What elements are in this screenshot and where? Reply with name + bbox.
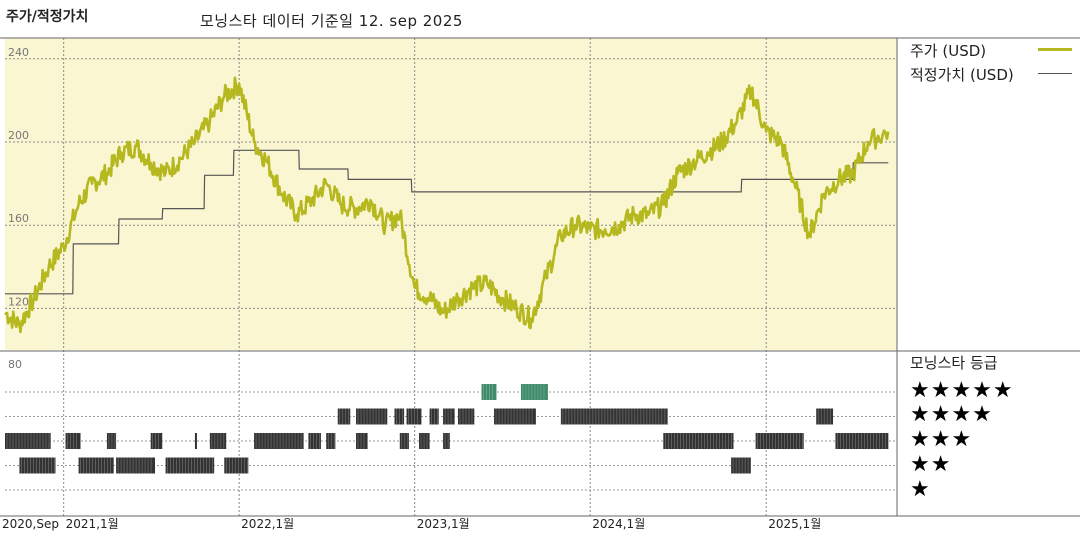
rating-segment-bar	[520, 384, 548, 400]
rating-panel: 80	[5, 358, 897, 491]
rating-3-stars: ★★★	[910, 427, 973, 452]
rating-segment-bar	[429, 408, 439, 425]
rating-segment-level-3	[65, 433, 81, 449]
rating-segment-level-3	[194, 433, 197, 449]
rating-segment-bar	[356, 433, 368, 449]
rating-segment-bar	[78, 457, 114, 474]
rating-segment-bar	[356, 408, 388, 425]
rating-segment-level-3	[419, 433, 430, 449]
rating-segment-bar	[443, 433, 450, 449]
legend-fair-label: 적정가치 (USD)	[910, 66, 1014, 84]
chart-title: 주가/적정가치	[6, 9, 89, 25]
rating-segment-level-3	[755, 433, 804, 449]
x-tick-label: 2021,1월	[66, 517, 119, 531]
rating-segment-bar	[406, 408, 422, 425]
rating-segment-level-4	[494, 408, 536, 425]
y-tick-label: 120	[8, 295, 29, 308]
rating-segment-level-3	[835, 433, 889, 449]
x-tick-label: 2025,1월	[768, 517, 821, 531]
y-tick-label: 160	[8, 212, 29, 225]
rating-segment-level-2	[78, 457, 114, 474]
rating-segment-bar	[731, 457, 751, 474]
rating-segment-level-4	[560, 408, 668, 425]
rating-y-tick-label: 80	[8, 358, 22, 371]
rating-segment-level-3	[443, 433, 450, 449]
rating-segment-bar	[194, 433, 197, 449]
rating-segment-bar	[65, 433, 81, 449]
rating-segment-bar	[755, 433, 804, 449]
rating-segment-bar	[399, 433, 409, 449]
y-tick-label: 240	[8, 46, 29, 59]
rating-segment-level-3	[254, 433, 304, 449]
rating-1-star: ★	[910, 477, 931, 502]
rating-segment-bar	[308, 433, 321, 449]
rating-segment-level-3	[326, 433, 336, 449]
rating-segment-level-2	[116, 457, 156, 474]
rating-2-stars: ★★	[910, 452, 952, 477]
rating-segment-level-4	[429, 408, 439, 425]
rating-segment-bar	[224, 457, 249, 474]
rating-5-stars: ★★★★★	[910, 378, 1014, 403]
price-line	[4, 76, 890, 334]
x-tick-label: 2022,1월	[241, 517, 294, 531]
rating-segment-bar	[5, 433, 51, 449]
rating-segment-level-4	[406, 408, 422, 425]
rating-segment-bar	[481, 384, 497, 400]
rating-segment-level-5	[481, 384, 497, 400]
rating-segment-bar	[116, 457, 156, 474]
rating-segment-level-2	[19, 457, 56, 474]
rating-segment-bar	[326, 433, 336, 449]
rating-segment-level-3	[663, 433, 734, 449]
x-tick-label: 2024,1월	[592, 517, 645, 531]
legend-price-label: 주가 (USD)	[910, 42, 987, 60]
rating-segment-bar	[254, 433, 304, 449]
rating-segment-bar	[457, 408, 475, 425]
price-panel: 120 160 200 240	[4, 38, 897, 516]
rating-segment-bar	[394, 408, 405, 425]
rating-segment-level-4	[337, 408, 351, 425]
rating-segment-level-3	[106, 433, 117, 449]
rating-segment-bar	[209, 433, 227, 449]
rating-segment-bar	[165, 457, 215, 474]
rating-segment-bar	[337, 408, 351, 425]
rating-segment-bar	[419, 433, 430, 449]
rating-segment-level-3	[356, 433, 368, 449]
x-tick-label: 2020,Sep	[2, 517, 59, 531]
chart-frame: 2020,Sep 2021,1월 2022,1월 2023,1월 2024,1월 2025…	[0, 37, 1080, 531]
rating-segment-level-4	[457, 408, 475, 425]
rating-segment-bar	[663, 433, 734, 449]
rating-segment-level-3	[399, 433, 409, 449]
rating-segment-level-2	[165, 457, 215, 474]
rating-segment-level-3	[150, 433, 163, 449]
chart-subtitle: 모닝스타 데이터 기준일 12. sep 2025	[200, 12, 463, 30]
rating-segment-level-4	[443, 408, 455, 425]
rating-segment-level-3	[5, 433, 51, 449]
rating-segment-level-3	[308, 433, 321, 449]
rating-segment-bar	[835, 433, 889, 449]
rating-segment-level-3	[209, 433, 227, 449]
legend-price-swatch	[1038, 48, 1072, 51]
legend-fair-swatch	[1038, 73, 1072, 74]
rating-4-stars: ★★★★	[910, 402, 993, 427]
rating-segment-bar	[150, 433, 163, 449]
rating-segment-bar	[560, 408, 668, 425]
rating-legend-title: 모닝스타 등급	[910, 354, 998, 372]
rating-segment-bar	[106, 433, 117, 449]
x-tick-label: 2023,1월	[417, 517, 470, 531]
rating-segment-level-2	[224, 457, 249, 474]
rating-segment-level-2	[731, 457, 751, 474]
y-tick-label: 200	[8, 129, 29, 142]
rating-segment-bar	[494, 408, 536, 425]
rating-segment-bar	[19, 457, 56, 474]
rating-segment-bar	[816, 408, 834, 425]
rating-segment-bar	[443, 408, 455, 425]
rating-segment-level-5	[520, 384, 548, 400]
rating-segment-level-4	[394, 408, 405, 425]
rating-segment-level-4	[356, 408, 388, 425]
rating-segment-level-4	[816, 408, 834, 425]
